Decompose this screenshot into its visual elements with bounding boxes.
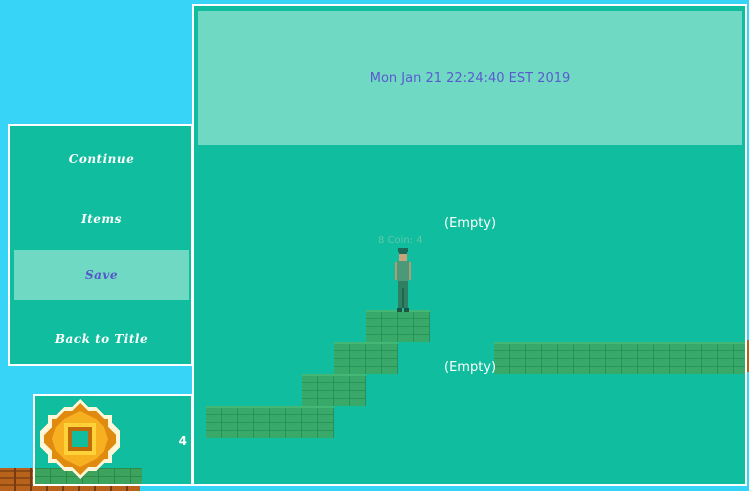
menu-item-back-to-title[interactable]: Back to Title [54,332,149,346]
menu-item-save[interactable]: Save [14,250,189,300]
preview-brick-step-3 [334,342,398,374]
save-slot-3-label[interactable]: (Empty) [444,360,497,375]
coin-count: 4 [178,434,187,448]
player-character-icon [395,248,411,312]
menu-item-items[interactable]: Items [81,212,122,226]
preview-brick-ledge [494,342,745,374]
coinbox-bricks [35,468,142,484]
save-slot-1-timestamp: Mon Jan 21 22:24:40 EST 2019 [369,70,571,86]
preview-brick-step-1 [206,406,334,438]
menu-item-continue[interactable]: Continue [68,152,135,166]
preview-brick-step-top [366,310,430,342]
save-slot-1[interactable]: Mon Jan 21 22:24:40 EST 2019 [198,11,742,145]
pause-menu: Continue Items Save Back to Title [8,124,193,366]
preview-brick-step-2 [302,374,366,406]
coin-counter: 4 [33,394,193,486]
coin-icon [40,399,120,479]
save-panel: Mon Jan 21 22:24:40 EST 2019 (Empty) 8 C… [192,4,747,486]
slot-preview-hud: 8 Coin: 4 [378,235,423,246]
save-slot-2-label[interactable]: (Empty) [444,216,497,231]
